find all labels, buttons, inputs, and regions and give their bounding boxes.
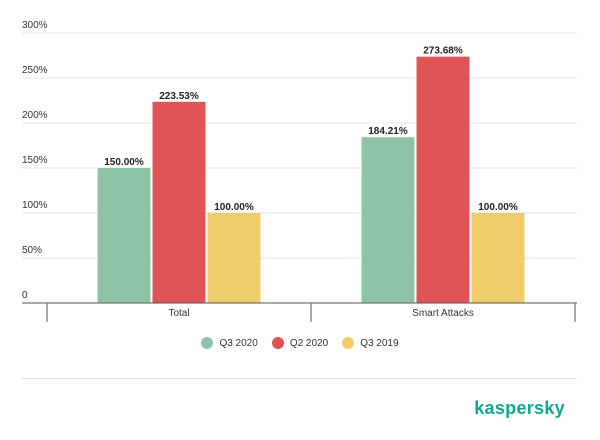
footer-divider: [22, 378, 577, 379]
bar-chart: 050%100%150%200%250%300% 150.00%223.53%1…: [22, 20, 577, 322]
data-labels: 150.00% 223.53% 100.00% 184.21% 273.68% 100.0…: [104, 46, 518, 213]
data-label: 273.68%: [423, 46, 463, 57]
data-label: 100.00%: [214, 202, 254, 213]
kaspersky-logo: kaspersky: [474, 398, 565, 418]
data-label: 223.53%: [159, 91, 199, 102]
legend-item-q2-2020: Q2 2020: [271, 337, 329, 349]
legend: Q3 2020 Q2 2020 Q3 2019: [0, 337, 600, 349]
bar: [97, 168, 151, 303]
legend-label-q3-2020: Q3 2020: [219, 337, 258, 349]
bar: [471, 213, 525, 303]
x-tick-label: Total: [168, 308, 189, 319]
y-tick-label: 300%: [22, 20, 48, 31]
y-tick-label: 150%: [22, 155, 48, 166]
y-tick-label: 50%: [22, 245, 42, 256]
x-tick-label: Smart Attacks: [412, 308, 474, 319]
legend-item-q3-2020: Q3 2020: [201, 337, 258, 349]
y-tick-label: 0: [22, 290, 28, 301]
bars: [97, 56, 525, 303]
legend-label-q2-2020: Q2 2020: [289, 337, 329, 349]
data-label: 100.00%: [478, 202, 518, 213]
data-label: 150.00%: [104, 157, 144, 168]
bar: [152, 101, 206, 303]
y-tick-label: 100%: [22, 200, 48, 211]
bar: [361, 137, 415, 303]
y-tick-label: 200%: [22, 110, 48, 121]
x-axis: Total Smart Attacks: [22, 302, 577, 322]
data-label: 184.21%: [368, 126, 408, 137]
legend-swatch-q3-2019: [342, 337, 355, 349]
bar: [416, 56, 470, 303]
y-tick-label: 250%: [22, 65, 48, 76]
legend-swatch-q2-2020: [271, 337, 284, 349]
legend-swatch-q3-2020: [201, 337, 214, 349]
legend-label-q3-2019: Q3 2019: [360, 337, 399, 349]
legend-item-q3-2019: Q3 2019: [342, 337, 399, 349]
bar: [207, 213, 261, 303]
